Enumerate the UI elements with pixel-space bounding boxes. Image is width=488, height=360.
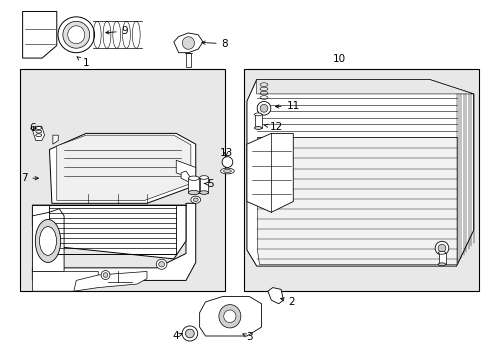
Text: 8: 8 — [202, 39, 228, 49]
Text: 9: 9 — [105, 26, 128, 36]
Bar — [185, 53, 190, 67]
Polygon shape — [173, 33, 203, 53]
Ellipse shape — [199, 191, 208, 194]
Ellipse shape — [188, 190, 199, 195]
Ellipse shape — [193, 198, 198, 202]
Ellipse shape — [101, 271, 110, 279]
Polygon shape — [22, 12, 57, 58]
Bar — [188, 178, 199, 193]
Text: 13: 13 — [219, 148, 232, 158]
Polygon shape — [32, 205, 185, 259]
Polygon shape — [246, 80, 473, 266]
Ellipse shape — [188, 176, 199, 180]
Polygon shape — [57, 135, 190, 201]
Bar — [438, 253, 445, 264]
Text: 7: 7 — [21, 173, 39, 183]
Polygon shape — [181, 171, 190, 182]
Text: 1: 1 — [77, 57, 89, 68]
Polygon shape — [256, 80, 473, 94]
Polygon shape — [74, 271, 147, 291]
Ellipse shape — [35, 220, 61, 262]
Ellipse shape — [190, 196, 200, 203]
Polygon shape — [32, 203, 195, 280]
Ellipse shape — [223, 170, 231, 173]
Ellipse shape — [220, 168, 234, 174]
Ellipse shape — [58, 17, 94, 53]
Ellipse shape — [68, 26, 84, 44]
Polygon shape — [199, 297, 261, 336]
Ellipse shape — [156, 259, 166, 269]
Polygon shape — [32, 271, 98, 291]
Text: 4: 4 — [172, 331, 182, 341]
Text: 6: 6 — [29, 123, 36, 133]
Ellipse shape — [437, 251, 445, 254]
Polygon shape — [267, 288, 283, 304]
Ellipse shape — [254, 127, 261, 130]
Ellipse shape — [224, 310, 236, 323]
Ellipse shape — [437, 244, 445, 252]
Ellipse shape — [222, 157, 232, 167]
Ellipse shape — [434, 241, 448, 255]
Polygon shape — [256, 137, 456, 264]
Ellipse shape — [185, 329, 194, 338]
Polygon shape — [32, 209, 64, 271]
Ellipse shape — [219, 305, 241, 328]
Bar — [20, 69, 224, 291]
Ellipse shape — [182, 326, 197, 341]
Ellipse shape — [257, 102, 270, 115]
Text: 10: 10 — [332, 54, 346, 64]
Ellipse shape — [437, 263, 445, 266]
Text: 3: 3 — [243, 332, 252, 342]
Polygon shape — [246, 134, 293, 212]
Ellipse shape — [254, 113, 261, 116]
Bar — [244, 69, 478, 291]
Text: 5: 5 — [204, 179, 213, 189]
Polygon shape — [176, 160, 195, 180]
Bar — [254, 114, 262, 128]
Ellipse shape — [103, 273, 107, 277]
Ellipse shape — [182, 37, 194, 49]
Polygon shape — [53, 135, 58, 144]
Ellipse shape — [40, 226, 57, 255]
Ellipse shape — [158, 262, 164, 267]
Polygon shape — [33, 126, 44, 140]
Text: 12: 12 — [264, 122, 282, 132]
Ellipse shape — [199, 176, 208, 179]
Polygon shape — [49, 134, 195, 203]
Bar — [199, 177, 208, 193]
Ellipse shape — [63, 21, 89, 48]
Ellipse shape — [260, 104, 267, 112]
Text: 11: 11 — [275, 102, 299, 112]
Text: 2: 2 — [280, 297, 294, 307]
